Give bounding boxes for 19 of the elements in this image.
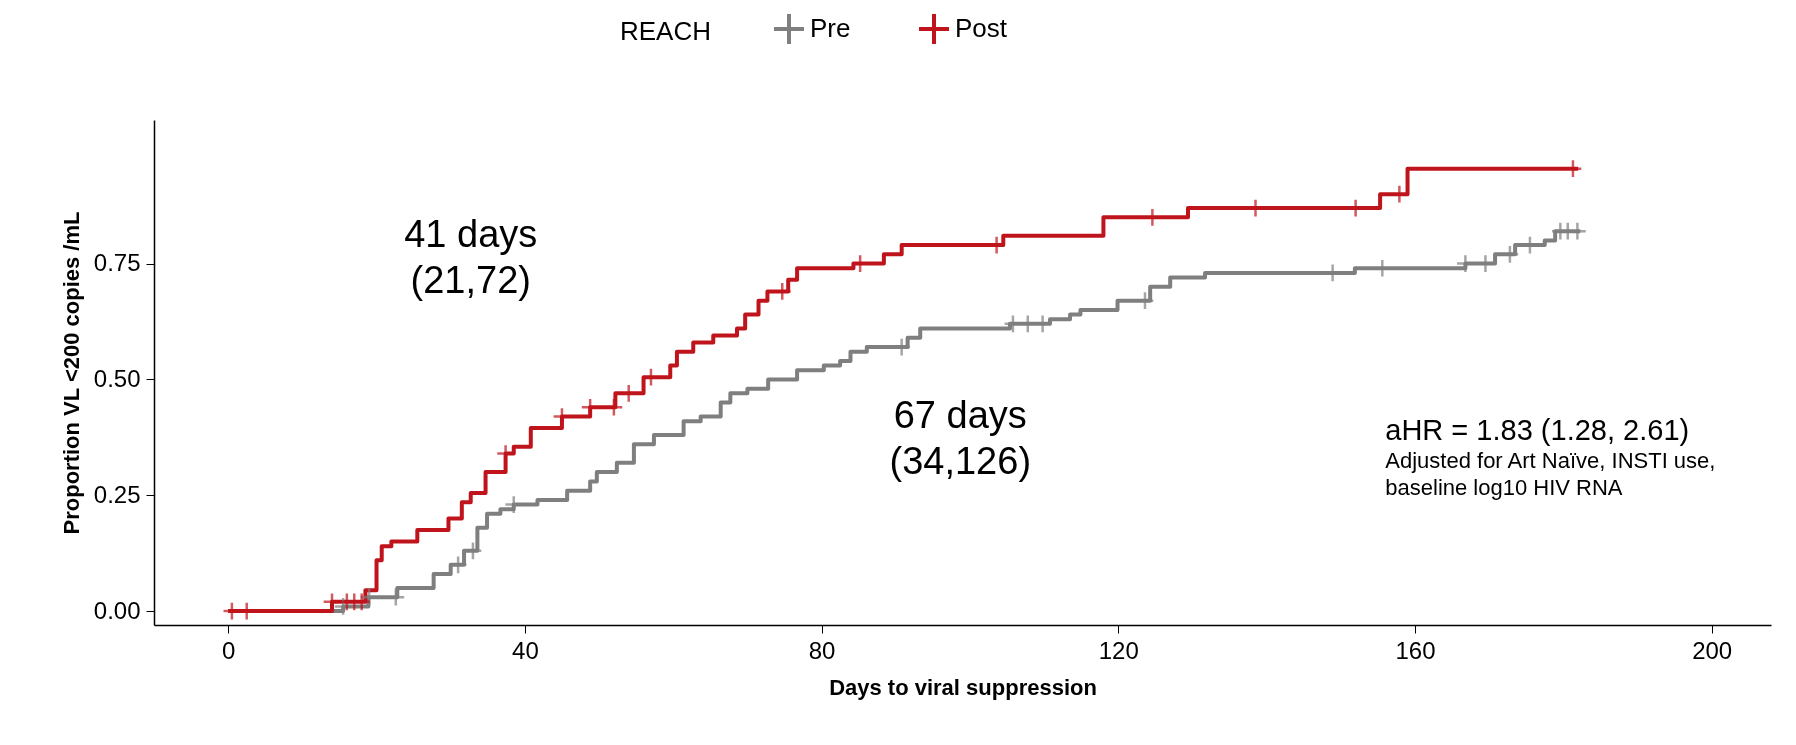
x-tick-label: 0 <box>221 636 236 664</box>
y-tick-label: 0.75 <box>93 249 141 277</box>
legend-title: REACH <box>620 16 712 46</box>
x-tick-label: 160 <box>1395 636 1436 664</box>
x-tick-label: 120 <box>1098 636 1139 664</box>
y-tick-label: 0.00 <box>93 596 141 624</box>
y-axis-title: Proportion VL <200 copies /mL <box>58 211 84 535</box>
legend-label: Pre <box>810 13 851 43</box>
y-tick-label: 0.50 <box>93 364 141 392</box>
legend-label: Post <box>955 13 1008 43</box>
x-tick-label: 200 <box>1692 636 1733 664</box>
annotation: Adjusted for Art Naïve, INSTI use, baseline log10 HIV RNA <box>1385 448 1716 500</box>
annotation: 41 days (21,72) <box>404 213 538 301</box>
x-tick-label: 80 <box>808 636 836 664</box>
y-tick-label: 0.25 <box>93 480 141 508</box>
annotation: aHR = 1.83 (1.28, 2.61) <box>1385 413 1690 446</box>
x-tick-label: 40 <box>512 636 539 664</box>
x-axis-title: Days to viral suppression <box>829 674 1097 700</box>
annotation: 67 days (34,126) <box>889 393 1032 482</box>
